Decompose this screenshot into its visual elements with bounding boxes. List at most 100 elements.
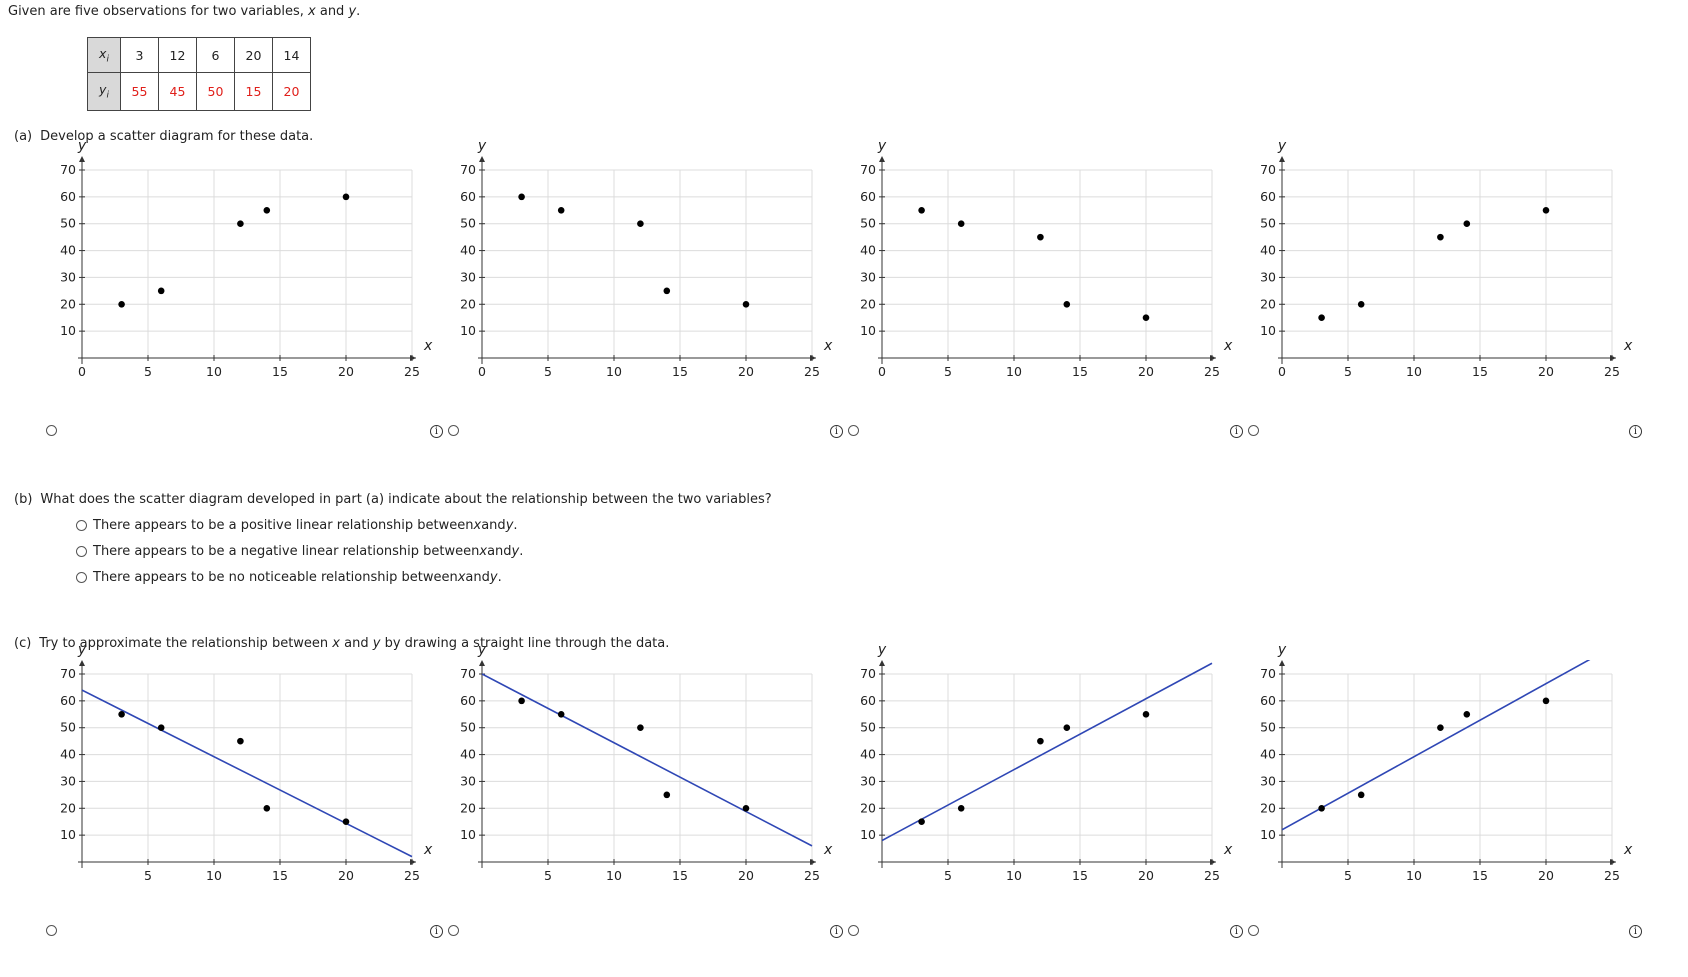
data-point (557, 710, 565, 718)
radio-option-positive[interactable] (76, 520, 87, 531)
radio-chart-c4[interactable] (1248, 925, 1259, 936)
part-c-var-x: x (332, 636, 340, 651)
info-icon[interactable]: i (830, 925, 843, 938)
option-positive[interactable]: There appears to be a positive linear re… (76, 518, 518, 533)
fit-line (482, 673, 813, 847)
info-icon[interactable]: i (830, 425, 843, 438)
y-tick-label: 10 (1260, 827, 1276, 842)
part-a-text: Develop a scatter diagram for these data… (40, 129, 314, 144)
radio-chart-a1[interactable] (46, 425, 57, 436)
x-tick-label: 15 (1472, 364, 1488, 379)
option-text: There appears to be a positive linear re… (93, 518, 474, 533)
radio-chart-c3[interactable] (848, 925, 859, 936)
y-axis-label: y (77, 138, 87, 154)
radio-chart-a2[interactable] (448, 425, 459, 436)
info-icon[interactable]: i (1230, 925, 1243, 938)
part-c-question: (c) Try to approximate the relationship b… (14, 636, 669, 651)
radio-option-negative[interactable] (76, 546, 87, 557)
data-point (1437, 724, 1444, 732)
data-point (742, 804, 750, 812)
radio-chart-c2[interactable] (448, 925, 459, 936)
data-point (557, 206, 565, 214)
x-axis-arrow (1610, 355, 1616, 361)
y-tick-label: 10 (460, 323, 476, 338)
info-icon[interactable]: i (430, 425, 443, 438)
x-tick-label: 25 (404, 868, 420, 883)
x-axis-label: x (1223, 842, 1233, 858)
y-value: 50 (196, 72, 235, 111)
x-axis-arrow (410, 355, 416, 361)
y-row: yi 55 45 50 15 20 (87, 72, 311, 111)
radio-chart-a4[interactable] (1248, 425, 1259, 436)
y-tick-label: 60 (60, 189, 76, 204)
x-tick-label: 15 (672, 364, 688, 379)
y-tick-label: 30 (860, 773, 876, 788)
intro-text: Given are five observations for two vari… (8, 4, 360, 19)
fit-line (1282, 660, 1591, 831)
y-axis-label: y (477, 138, 487, 154)
option-none[interactable]: There appears to be no noticeable relati… (76, 570, 502, 585)
radio-chart-a3[interactable] (848, 425, 859, 436)
x-tick-label: 25 (804, 868, 820, 883)
y-tick-label: 60 (1260, 189, 1276, 204)
data-point (1037, 233, 1044, 241)
intro-text-and: and (315, 4, 349, 19)
data-point (518, 193, 525, 201)
option-var-y: y (511, 544, 520, 559)
y-tick-label: 50 (460, 720, 476, 735)
y-tick-label: 20 (1260, 296, 1276, 311)
option-var-x: x (479, 544, 488, 559)
info-icon[interactable]: i (1629, 925, 1642, 938)
y-axis-arrow (79, 156, 85, 162)
y-tick-label: 50 (1260, 216, 1276, 231)
data-point (637, 724, 644, 732)
y-header: yi (87, 72, 121, 111)
part-c-var-y: y (372, 636, 381, 651)
y-tick-label: 10 (1260, 323, 1276, 338)
info-icon[interactable]: i (430, 925, 443, 938)
x-tick-label: 10 (1406, 868, 1422, 883)
x-axis-arrow (1610, 859, 1616, 865)
x-tick-label: 10 (1406, 364, 1422, 379)
x-tick-label: 10 (206, 868, 222, 883)
y-tick-label: 10 (460, 827, 476, 842)
y-axis-arrow (479, 660, 485, 666)
y-value: 55 (120, 72, 159, 111)
data-point (157, 724, 165, 732)
x-axis-label: x (423, 338, 433, 354)
option-negative[interactable]: There appears to be a negative linear re… (76, 544, 523, 559)
y-axis-arrow (1279, 156, 1285, 162)
x-tick-label: 10 (606, 364, 622, 379)
x-tick-label: 25 (404, 364, 420, 379)
x-row: xi 3 12 6 20 14 (87, 37, 311, 73)
x-tick-label: 20 (1538, 364, 1554, 379)
y-tick-label: 10 (860, 827, 876, 842)
x-tick-label: 15 (272, 364, 288, 379)
y-tick-label: 60 (60, 693, 76, 708)
data-point (1437, 233, 1444, 241)
x-tick-label: 20 (338, 868, 354, 883)
y-axis-arrow (879, 660, 885, 666)
data-point (1063, 724, 1071, 732)
radio-chart-c1[interactable] (46, 925, 57, 936)
data-point (637, 220, 644, 228)
x-tick-label: 20 (1138, 364, 1154, 379)
x-tick-label: 15 (1072, 364, 1088, 379)
info-icon[interactable]: i (1629, 425, 1642, 438)
part-a-question: (a) Develop a scatter diagram for these d… (14, 129, 313, 144)
option-text-end: . (513, 518, 518, 533)
data-point (118, 300, 125, 308)
y-tick-label: 50 (1260, 720, 1276, 735)
radio-option-none[interactable] (76, 572, 87, 583)
y-axis-label: y (1277, 138, 1287, 154)
y-tick-label: 40 (60, 747, 76, 762)
x-axis-label: x (1623, 842, 1633, 858)
x-value: 20 (234, 37, 273, 73)
x-value: 14 (272, 37, 311, 73)
data-point (957, 804, 965, 812)
x-axis-label: x (823, 338, 833, 354)
y-tick-label: 30 (460, 773, 476, 788)
x-axis-label: x (823, 842, 833, 858)
data-point (157, 287, 165, 295)
info-icon[interactable]: i (1230, 425, 1243, 438)
